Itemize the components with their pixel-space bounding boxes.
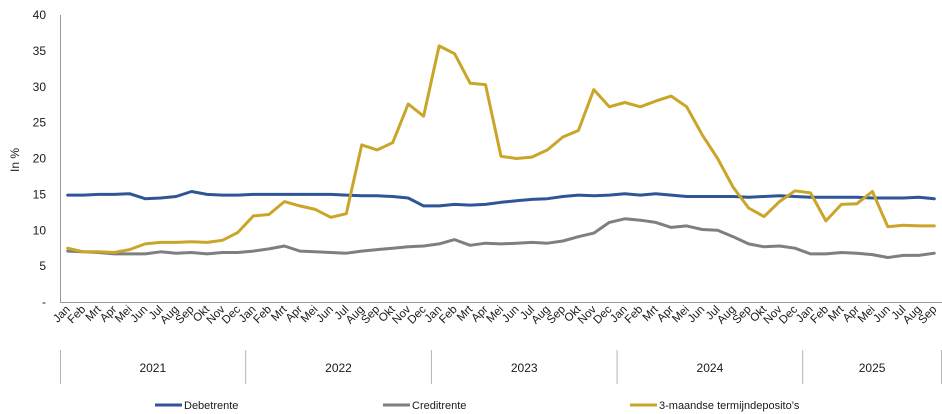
legend-label: Debetrente bbox=[184, 400, 238, 412]
year-label: 2025 bbox=[859, 361, 886, 375]
x-axis-month-labels: JanFebMrtAprMeiJunJulAugSepOktNovDecJanF… bbox=[51, 303, 939, 327]
year-label: 2024 bbox=[697, 361, 724, 375]
legend-item: 3-maandse termijndeposito’s bbox=[630, 400, 800, 412]
legend-item: Debetrente bbox=[155, 400, 238, 412]
series-line-2 bbox=[66, 44, 936, 254]
y-tick-label: 10 bbox=[33, 223, 47, 237]
year-label: 2023 bbox=[511, 361, 538, 375]
y-axis-label: In % bbox=[8, 148, 22, 172]
y-tick-label: 30 bbox=[33, 80, 47, 94]
y-tick-label: 20 bbox=[33, 152, 47, 166]
legend: Debetrente Creditrente 3-maandse termijnde… bbox=[155, 400, 800, 412]
legend-item: Creditrente bbox=[383, 400, 466, 412]
y-tick-label: 15 bbox=[33, 187, 47, 201]
y-tick-label: - bbox=[42, 295, 46, 309]
series-line-0 bbox=[66, 190, 936, 208]
y-axis-ticks: 40 35 30 25 20 15 10 5 - bbox=[33, 8, 47, 309]
y-tick-label: 25 bbox=[33, 116, 47, 130]
year-label: 2021 bbox=[139, 361, 166, 375]
legend-label: Creditrente bbox=[412, 400, 466, 412]
plot-area bbox=[66, 44, 936, 259]
series-line-1 bbox=[66, 217, 936, 259]
x-tick-label: Sep bbox=[916, 304, 939, 327]
x-axis-year-labels: 2021 2022 2023 2024 2025 bbox=[60, 350, 942, 384]
y-tick-label: 35 bbox=[33, 44, 47, 58]
y-tick-label: 40 bbox=[33, 8, 47, 22]
year-label: 2022 bbox=[325, 361, 352, 375]
y-tick-label: 5 bbox=[39, 259, 46, 273]
legend-label: 3-maandse termijndeposito’s bbox=[659, 400, 800, 412]
